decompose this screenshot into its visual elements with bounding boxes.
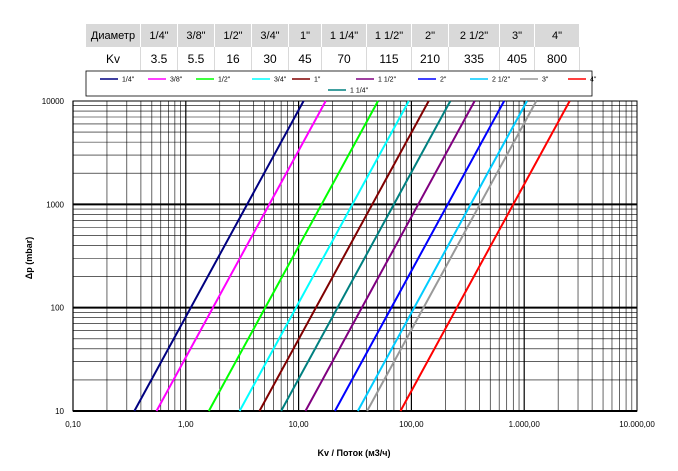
x-tick-label: 10.000,00 xyxy=(619,420,655,429)
y-tick-label: 10 xyxy=(55,407,64,416)
x-tick-label: 1.000,00 xyxy=(509,420,541,429)
kv-cell: 405 xyxy=(499,47,535,70)
legend-entry: 1 1/4" xyxy=(350,88,369,95)
kv-table: Диаметр 1/4" 3/8" 1/2" 3/4" 1" 1 1/4" 1 … xyxy=(86,24,580,70)
legend-entry: 2" xyxy=(440,77,447,84)
series-line xyxy=(238,100,410,412)
legend-entry: 1/2" xyxy=(218,77,231,84)
size-cell: 1 1/4" xyxy=(321,24,367,47)
series-line xyxy=(304,100,476,412)
kv-cell: 800 xyxy=(534,47,580,70)
kv-cell: 5.5 xyxy=(177,47,215,70)
series-line xyxy=(366,100,538,412)
kv-cell: 210 xyxy=(411,47,449,70)
series-line xyxy=(155,100,327,412)
y-tick-label: 100 xyxy=(51,304,65,313)
series-line xyxy=(258,100,430,412)
x-tick-label: 0,10 xyxy=(65,420,81,429)
size-cell: 1/4" xyxy=(140,24,178,47)
series-line xyxy=(356,100,528,412)
legend-entry: 3/4" xyxy=(274,77,287,84)
legend-entry: 1 1/2" xyxy=(378,77,397,84)
x-tick-label: 1,00 xyxy=(178,420,194,429)
x-axis-label: Kv / Поток (м3/ч) xyxy=(318,448,391,458)
diameter-row: Диаметр 1/4" 3/8" 1/2" 3/4" 1" 1 1/4" 1 … xyxy=(86,24,580,47)
kv-cell: 30 xyxy=(251,47,289,70)
legend-entry: 3/8" xyxy=(170,77,183,84)
chart-grid xyxy=(72,100,638,412)
y-tick-label: 10000 xyxy=(42,97,65,106)
series-layer xyxy=(133,100,571,412)
size-cell: 4" xyxy=(534,24,580,47)
kv-row-label: Kv xyxy=(86,47,141,70)
legend-entry: 1/4" xyxy=(122,77,135,84)
legend-entry: 1" xyxy=(314,77,321,84)
kv-cell: 16 xyxy=(214,47,252,70)
plot-area xyxy=(72,100,638,412)
series-line xyxy=(399,100,571,412)
size-cell: 3/4" xyxy=(251,24,289,47)
x-tick-label: 100,00 xyxy=(399,420,424,429)
kv-cell: 115 xyxy=(366,47,412,70)
size-cell: 2" xyxy=(411,24,449,47)
size-cell: 2 1/2" xyxy=(448,24,500,47)
series-line xyxy=(334,100,506,412)
series-line xyxy=(133,100,305,412)
series-line xyxy=(207,100,379,412)
kv-row: Kv 3.5 5.5 16 30 45 70 115 210 335 405 8… xyxy=(86,47,580,70)
diameter-row-label: Диаметр xyxy=(86,24,141,47)
kv-cell: 45 xyxy=(288,47,322,70)
legend-entry: 4" xyxy=(590,77,597,84)
kv-cell: 70 xyxy=(321,47,367,70)
size-cell: 1 1/2" xyxy=(366,24,412,47)
y-tick-label: 1000 xyxy=(46,200,64,209)
size-cell: 1/2" xyxy=(214,24,252,47)
kv-cell: 3.5 xyxy=(140,47,178,70)
legend-entry: 3" xyxy=(542,77,549,84)
series-line xyxy=(280,100,452,412)
legend: 1/4" 3/8" 1/2" 3/4" 1" 1 1/4" 1 1/2" 2" 2 1/2" 3"… xyxy=(85,70,597,97)
legend-entry: 2 1/2" xyxy=(492,77,511,84)
legend-box xyxy=(85,70,593,97)
size-cell: 3" xyxy=(499,24,535,47)
size-cell: 1" xyxy=(288,24,322,47)
y-axis-label: Δp (mbar) xyxy=(24,237,34,279)
size-cell: 3/8" xyxy=(177,24,215,47)
tick-labels: 0,10 1,00 10,00 100,00 1.000,00 10.000,00 10 10… xyxy=(42,97,656,429)
kv-cell: 335 xyxy=(448,47,500,70)
x-tick-label: 10,00 xyxy=(289,420,310,429)
